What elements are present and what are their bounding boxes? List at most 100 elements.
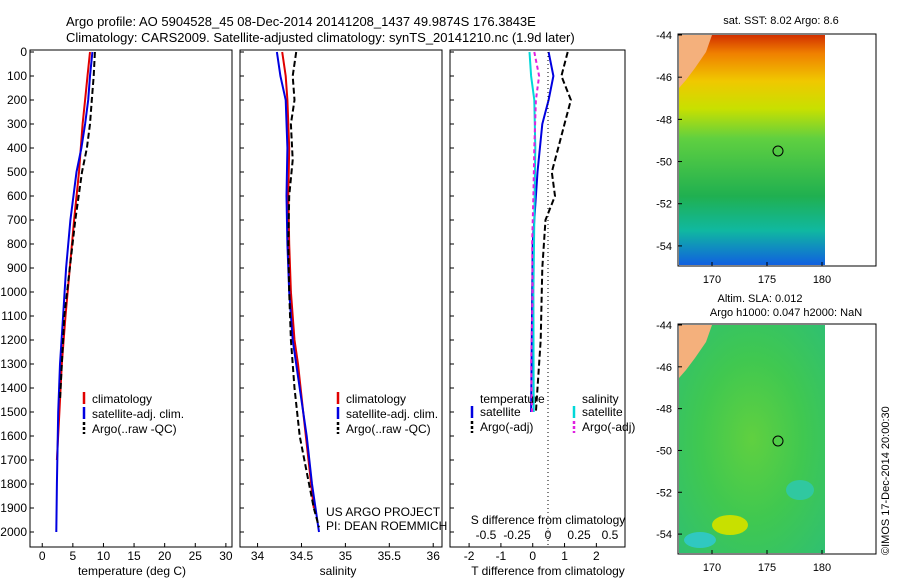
sst-map: -44 -46 -48 -50 -52 -54 170 175 180 xyxy=(656,30,877,286)
temperature-x-tick-label: 15 xyxy=(127,549,141,563)
legend-label-sal-argo: Argo(-adj) xyxy=(582,420,635,434)
map-lat-tick-label: -52 xyxy=(656,487,672,499)
depth-axis: 0 100 200 300 400 500 600 700 800 900 1000 1100 1200… xyxy=(0,45,454,539)
temperature-series-line-2 xyxy=(55,51,94,533)
depth-tick-label: 1100 xyxy=(1,309,27,323)
temperature-legend: climatology satellite-adj. clim. Argo(..… xyxy=(82,392,184,436)
difference-T-tick-label: -1 xyxy=(496,549,507,563)
difference-series-line-2 xyxy=(534,51,572,413)
sla-map-title-line1: Altim. SLA: 0.012 xyxy=(718,293,803,305)
salinity-x-ticks: 34 34.5 35 35.5 36 xyxy=(251,543,440,563)
temperature-x-tick-label: 5 xyxy=(70,549,77,563)
map-lat-tick-label: -44 xyxy=(656,30,672,42)
difference-panel xyxy=(449,49,626,548)
sst-land-mass xyxy=(679,35,712,88)
map-lon-tick-label: 175 xyxy=(758,562,776,574)
map-lat-tick-label: -54 xyxy=(656,241,672,253)
map-lon-tick-label: 175 xyxy=(758,274,776,286)
depth-tick-label: 500 xyxy=(7,165,27,179)
depth-tick-label: 200 xyxy=(7,93,27,107)
map-lat-tick-label: -52 xyxy=(656,199,672,211)
temperature-x-tick-label: 0 xyxy=(39,549,46,563)
pi-label: PI: DEAN ROEMMICH xyxy=(326,519,447,533)
difference-S-tick-label: 0.5 xyxy=(602,528,619,542)
salinity-x-tick-label: 36 xyxy=(427,549,441,563)
sla-y-ticks: -44 -46 -48 -50 -52 -54 xyxy=(656,320,682,541)
difference-legend: temperature salinity satellite Argo(-adj… xyxy=(470,392,635,434)
difference-T-tick-label: 2 xyxy=(593,549,600,563)
temperature-xlabel: temperature (deg C) xyxy=(78,564,186,578)
depth-tick-label: 400 xyxy=(7,141,27,155)
temperature-series-line-1 xyxy=(55,51,91,461)
sla-feature xyxy=(786,480,814,500)
map-lat-tick-label: -46 xyxy=(656,362,672,374)
map-lat-tick-label: -50 xyxy=(656,157,672,169)
temperature-x-tick-label: 20 xyxy=(158,549,172,563)
imos-credit: ©IMOS 17-Dec-2014 20:00:30 xyxy=(880,406,892,555)
salinity-x-tick-label: 35.5 xyxy=(378,549,402,563)
legend-label-sal-satellite: satellite xyxy=(582,405,623,419)
difference-top-xlabel: S difference from climatology xyxy=(471,513,626,527)
sla-feature xyxy=(684,532,716,548)
difference-S-tick-label: -0.5 xyxy=(476,528,497,542)
difference-x-ticks: -2 -1 0 1 2-0.5 -0.25 0 0.25 0.5 xyxy=(464,528,619,563)
legend-salinity-title: salinity xyxy=(582,392,619,406)
legend-label-climatology: climatology xyxy=(92,392,152,406)
difference-series-line-4 xyxy=(530,51,541,413)
depth-tick-label: 1000 xyxy=(0,285,27,299)
sla-argo-location-marker xyxy=(772,435,784,447)
difference-series xyxy=(528,51,572,413)
salinity-xlabel: salinity xyxy=(320,564,357,578)
sla-map-title-line2: Argo h1000: 0.047 h2000: NaN xyxy=(710,307,862,319)
legend-label-satellite: satellite-adj. clim. xyxy=(92,407,184,421)
sla-land-mass xyxy=(679,325,712,378)
map-lon-tick-label: 170 xyxy=(703,274,721,286)
map-lat-tick-label: -54 xyxy=(656,529,672,541)
legend-temperature-title: temperature xyxy=(480,392,545,406)
depth-tick-label: 1700 xyxy=(0,453,27,467)
project-label: US ARGO PROJECT xyxy=(326,505,441,519)
depth-tick-label: 1600 xyxy=(0,429,27,443)
difference-S-tick-label: 0 xyxy=(545,528,552,542)
depth-tick-label: 800 xyxy=(7,237,27,251)
depth-tick-label: 0 xyxy=(20,45,27,59)
depth-tick-label: 100 xyxy=(7,69,27,83)
salinity-x-tick-label: 34.5 xyxy=(290,549,314,563)
salinity-series xyxy=(275,51,320,533)
legend-label-satellite: satellite-adj. clim. xyxy=(346,407,438,421)
sst-map-title: sat. SST: 8.02 Argo: 8.6 xyxy=(723,15,839,27)
salinity-x-tick-label: 35 xyxy=(339,549,353,563)
salinity-x-tick-label: 34 xyxy=(251,549,265,563)
map-lon-tick-label: 180 xyxy=(813,562,831,574)
sla-empty-region xyxy=(825,325,875,553)
depth-tick-label: 900 xyxy=(7,261,27,275)
map-lat-tick-label: -46 xyxy=(656,72,672,84)
sst-argo-location-marker xyxy=(772,145,784,157)
sst-y-ticks: -44 -46 -48 -50 -52 -54 xyxy=(656,30,682,253)
temperature-x-tick-label: 10 xyxy=(97,549,111,563)
legend-label-temp-satellite: satellite xyxy=(480,405,521,419)
map-lon-tick-label: 170 xyxy=(703,562,721,574)
difference-S-tick-label: -0.25 xyxy=(503,528,531,542)
map-lon-tick-label: 180 xyxy=(813,274,831,286)
legend-label-argo: Argo(..raw -QC) xyxy=(346,422,431,436)
sla-x-ticks: 170 175 180 xyxy=(703,550,831,574)
legend-label-temp-argo: Argo(-adj) xyxy=(480,420,533,434)
sla-map: -44 -46 -48 -50 -52 -54 170 175 180 xyxy=(656,320,877,574)
sla-feature xyxy=(712,515,748,535)
depth-tick-label: 1400 xyxy=(0,381,27,395)
figure-title-line1: Argo profile: AO 5904528_45 08-Dec-2014 … xyxy=(66,14,536,29)
temperature-series xyxy=(55,51,96,533)
depth-tick-label: 300 xyxy=(7,117,27,131)
legend-label-climatology: climatology xyxy=(346,392,406,406)
sst-x-ticks: 170 175 180 xyxy=(703,262,831,286)
depth-tick-label: 1300 xyxy=(0,357,27,371)
depth-tick-label: 1800 xyxy=(0,477,27,491)
salinity-series-line-3 xyxy=(287,51,320,528)
temperature-x-tick-label: 25 xyxy=(189,549,203,563)
figure-title-line2: Climatology: CARS2009. Satellite-adjuste… xyxy=(66,30,575,45)
depth-tick-label: 1500 xyxy=(0,405,27,419)
difference-T-tick-label: 0 xyxy=(529,549,536,563)
sla-data-field xyxy=(679,325,825,553)
